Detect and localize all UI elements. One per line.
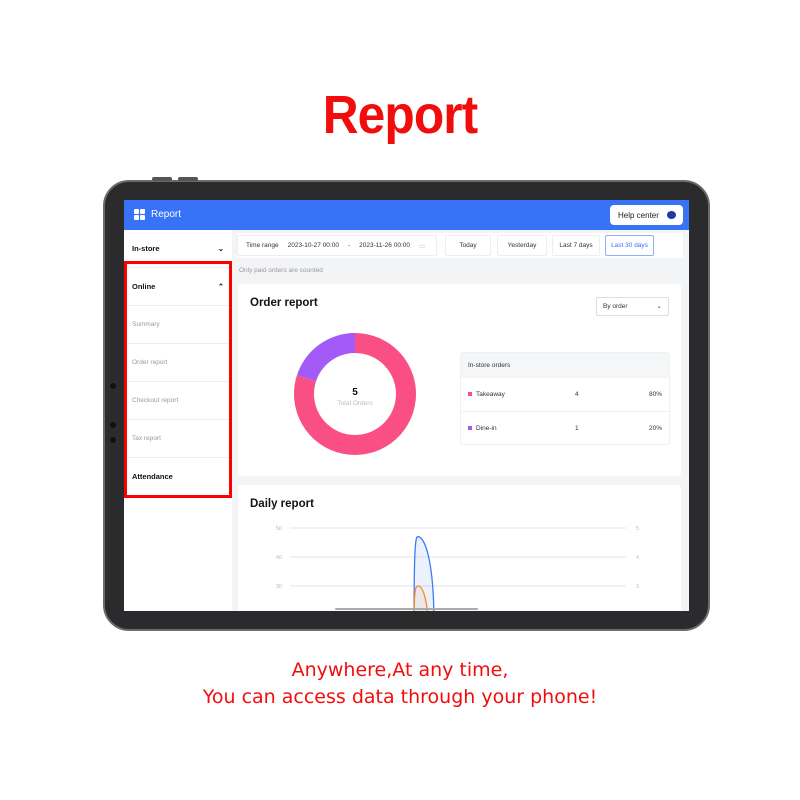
row-percent: 20% [648,425,662,432]
paid-orders-note: Only paid orders are counted [239,267,323,274]
table-row: Dine-in 1 20% [461,412,669,445]
total-orders-label: Total Orders [337,400,373,407]
tablet-button [178,177,198,181]
end-date[interactable]: 2023-11-26 00:00 [359,242,410,249]
row-percent: 80% [648,391,662,398]
highlight-box [124,261,232,498]
y-tick-right: 5 [636,526,639,532]
help-label: Help center [618,211,659,220]
chevron-down-icon: ⌄ [656,303,662,310]
tagline-line-1: Anywhere,At any time, [291,659,509,681]
sidebar-item-summary[interactable]: Summary [124,306,232,344]
in-store-orders-table: In-store orders Takeaway 4 80% Dine-in 1… [460,352,670,445]
row-name: Dine-in [476,425,497,432]
y-tick-left: 30 [276,584,282,590]
sidebar-item-tax-report[interactable]: Tax report [124,420,232,458]
time-range-label: Time range [246,242,279,249]
y-tick-right: 3 [636,584,639,590]
separator: - [347,242,351,249]
label: Online [132,282,156,291]
total-orders-value: 5 [352,387,358,398]
help-center-button[interactable]: Help center [610,205,683,225]
sidebar-item-in-store[interactable]: In-store ⌄ [124,230,232,268]
select-value: By order [603,303,628,310]
dine-in-swatch [468,426,472,430]
today-button[interactable]: Today [445,235,491,256]
start-date[interactable]: 2023-10-27 00:00 [287,242,339,249]
table-row: Takeaway 4 80% [461,378,669,412]
calendar-icon: ▭ [418,242,426,250]
row-name: Takeaway [476,391,505,398]
camera-icon [110,383,116,389]
label: Tax report [132,435,161,442]
chevron-up-icon: ⌃ [217,282,224,291]
sidebar: In-store ⌄ Online ⌃ Summary Order report C… [124,230,232,611]
tagline-line-2: You can access data through your phone! [202,686,598,708]
tablet-button [152,177,172,181]
grid-icon [134,209,145,220]
row-count: 4 [575,391,579,398]
order-report-title: Order report [250,297,318,309]
series-line-0 [413,536,435,611]
label: In-store [132,244,160,253]
sensor-icon [110,437,116,443]
app-title: Report [151,209,182,220]
order-report-card: Order report By order ⌄ 5 Total Orders In… [238,284,681,476]
yesterday-button[interactable]: Yesterday [497,235,547,256]
chevron-down-icon: ⌄ [217,244,224,253]
y-tick-right: 4 [636,555,639,561]
label: Attendance [132,472,173,481]
home-indicator [335,608,478,610]
tablet-screen: Report Help center In-store ⌄ Online ⌃ Sum… [124,200,689,611]
app-header: Report Help center [124,200,689,230]
daily-report-title: Daily report [250,498,314,510]
label: Checkout report [132,397,179,404]
banner-title: Report [322,85,478,145]
label: Summary [132,321,160,328]
y-tick-left: 50 [276,526,282,532]
donut-slice-takeaway [294,333,416,455]
row-count: 1 [575,425,579,432]
sidebar-item-order-report[interactable]: Order report [124,344,232,382]
filter-bar: Time range 2023-10-27 00:00 - 2023-11-26… [237,233,683,258]
tagline: Anywhere,At any time, You can access dat… [0,657,800,711]
last-7-days-button[interactable]: Last 7 days [552,235,600,256]
donut-slice-dine-in [296,333,355,382]
sidebar-item-checkout-report[interactable]: Checkout report [124,382,232,420]
sensor-icon [110,422,116,428]
label: Order report [132,359,168,366]
table-header: In-store orders [461,353,669,378]
y-tick-left: 40 [276,555,282,561]
order-donut-chart [294,333,416,455]
daily-report-chart: 50 5 40 4 30 3 [276,526,639,611]
last-30-days-button[interactable]: Last 30 days [605,235,654,256]
takeaway-swatch [468,392,472,396]
daily-report-card: Daily report 50 5 40 4 30 3 [238,485,681,611]
robot-icon [667,211,676,219]
sidebar-item-online[interactable]: Online ⌃ [124,268,232,306]
by-order-select[interactable]: By order ⌄ [596,297,669,316]
time-range-picker[interactable]: Time range 2023-10-27 00:00 - 2023-11-26… [237,235,437,256]
